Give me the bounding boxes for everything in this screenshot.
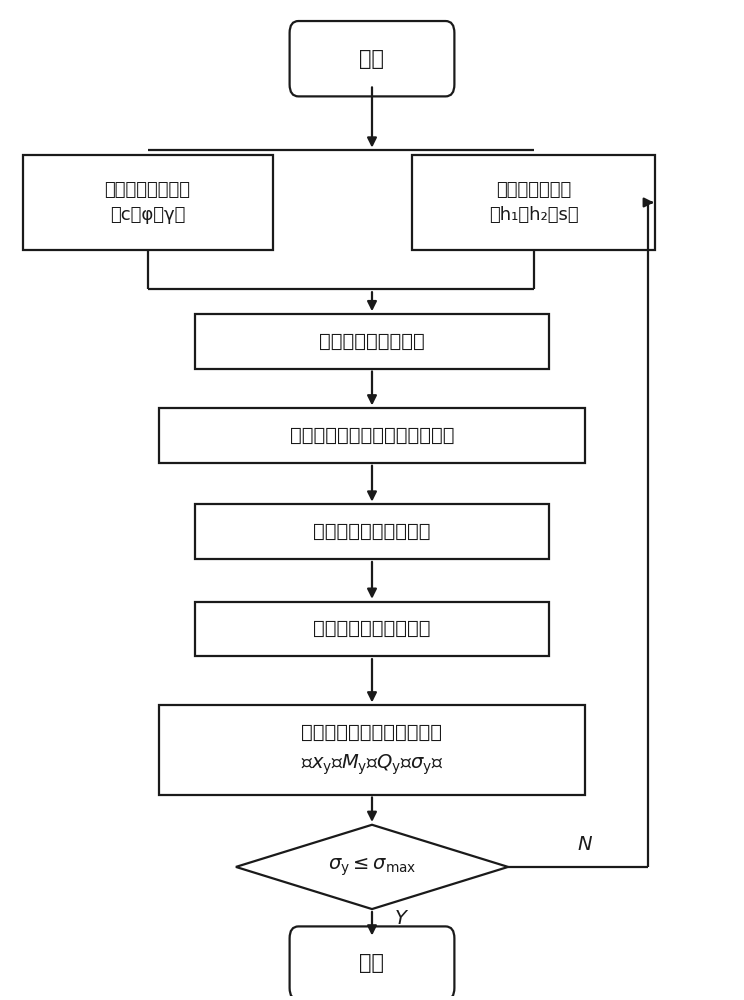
Text: 结束: 结束: [359, 953, 385, 973]
Text: 确定单桩所受总推力: 确定单桩所受总推力: [319, 332, 425, 351]
FancyBboxPatch shape: [289, 21, 455, 96]
Text: 抗滑桩设计参数
（h₁、h₂、s）: 抗滑桩设计参数 （h₁、h₂、s）: [489, 181, 579, 224]
Text: 确定同一桩位微型桩根数及排列: 确定同一桩位微型桩根数及排列: [289, 426, 455, 445]
Bar: [196, 314, 548, 369]
Text: $N$: $N$: [577, 835, 594, 854]
Text: 微型群桩内力临界设计参数
（$x_{\rm y}$、$M_{\rm y}$、$Q_{\rm y}$、$\sigma_{\rm y}$）: 微型群桩内力临界设计参数 （$x_{\rm y}$、$M_{\rm y}$、$Q…: [301, 723, 443, 777]
Text: 确定微型群桩等效刚度: 确定微型群桩等效刚度: [313, 619, 431, 638]
Bar: [158, 705, 586, 795]
Bar: [412, 155, 655, 250]
Text: 确定微型群桩等效模量: 确定微型群桩等效模量: [313, 522, 431, 541]
Text: $\sigma_{\rm y} \leq \sigma_{\rm max}$: $\sigma_{\rm y} \leq \sigma_{\rm max}$: [327, 856, 417, 878]
Text: $Y$: $Y$: [394, 909, 409, 928]
Text: 土层物理力学参数
（c、φ、γ）: 土层物理力学参数 （c、φ、γ）: [105, 181, 190, 224]
Bar: [158, 408, 586, 463]
Polygon shape: [236, 825, 508, 909]
FancyBboxPatch shape: [289, 926, 455, 1000]
Bar: [22, 155, 273, 250]
Text: 开始: 开始: [359, 49, 385, 69]
Bar: [196, 602, 548, 656]
Bar: [196, 504, 548, 559]
